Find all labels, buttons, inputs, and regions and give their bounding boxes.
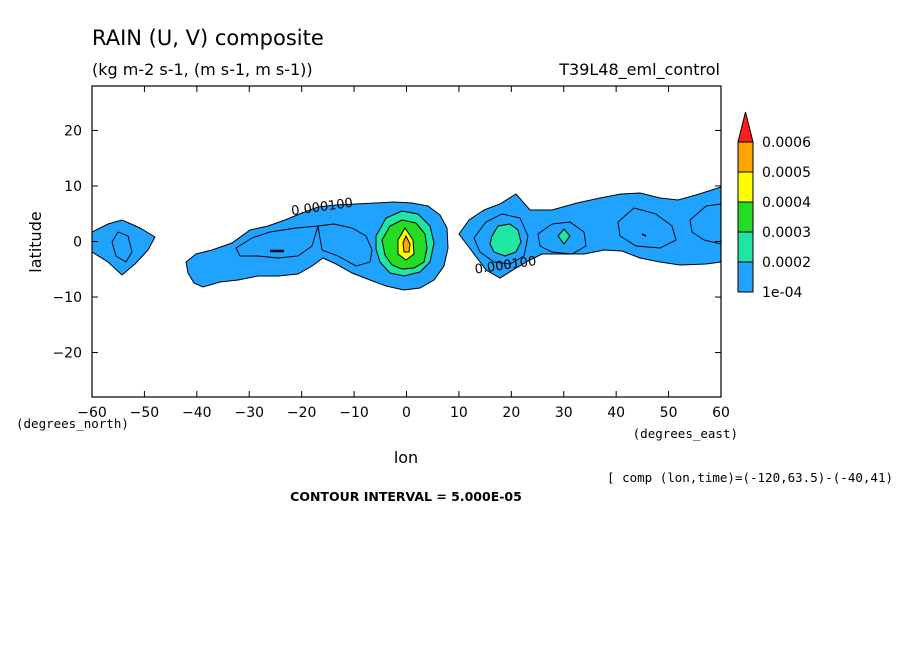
rain-region-0005-center <box>402 234 411 253</box>
x-tick-label: 0 <box>402 405 411 421</box>
y-tick-label: −20 <box>52 346 82 362</box>
experiment-label: T39L48_eml_control <box>558 60 720 80</box>
x-unit-label: (degrees_east) <box>633 426 738 441</box>
y-tick-label: 10 <box>64 179 82 195</box>
colorbar-label: 0.0004 <box>762 195 811 211</box>
colorbar-segment <box>737 261 754 293</box>
contour-line-mid <box>317 223 373 267</box>
contour-line-east-1 <box>473 213 529 265</box>
x-tick-label: 30 <box>555 405 573 421</box>
composite-info: [ comp (lon,time)=(-120,63.5)-(-40,41) <box>607 470 893 485</box>
y-unit-label: (degrees_north) <box>16 416 129 431</box>
rain-region-1e-04-west <box>92 219 156 276</box>
x-tick-label: 20 <box>502 405 520 421</box>
contour-line-east-3 <box>617 207 677 249</box>
x-axis-label: lon <box>394 448 418 467</box>
x-tick-label: −60 <box>77 405 107 421</box>
y-tick-label: −10 <box>52 290 82 306</box>
y-tick-label: 20 <box>64 123 82 139</box>
contour-line-east-4 <box>689 203 721 245</box>
colorbar-segment <box>737 201 754 233</box>
colorbar-label: 1e-04 <box>762 285 802 301</box>
rain-region-0002-east-a <box>489 223 522 257</box>
x-tick-label: −10 <box>339 405 369 421</box>
x-tick-label: 10 <box>450 405 468 421</box>
chart-title: RAIN (U, V) composite <box>92 26 324 50</box>
contour-line-central-outer <box>235 225 319 259</box>
contour-interval-label: CONTOUR INTERVAL = 5.000E-05 <box>290 489 522 504</box>
y-axis-ticks: −20 −10 0 10 20 <box>52 123 721 362</box>
x-axis-ticks: −60 −50 −40 −30 −20 −10 0 10 20 30 40 50 60 <box>77 86 730 421</box>
rain-shading <box>92 186 721 291</box>
x-tick-label: 40 <box>607 405 625 421</box>
y-axis-label: latitude <box>26 211 45 272</box>
colorbar-segment <box>737 171 754 203</box>
x-tick-label: 50 <box>660 405 678 421</box>
colorbar-label: 0.0005 <box>762 165 811 181</box>
colorbar-top-arrow <box>737 111 754 143</box>
contour-line-east-dot <box>641 233 647 237</box>
colorbar: 1e-04 0.0002 0.0003 0.0004 0.0005 0.0006 <box>737 111 811 301</box>
colorbar-label: 0.0003 <box>762 225 811 241</box>
colorbar-segment <box>737 231 754 263</box>
colorbar-label: 0.0002 <box>762 255 811 271</box>
inner-contour-lines <box>111 203 721 267</box>
colorbar-segment <box>737 141 754 173</box>
y-tick-label: 0 <box>73 235 82 251</box>
x-tick-label: −20 <box>287 405 317 421</box>
colorbar-label: 0.0006 <box>762 135 811 151</box>
x-tick-label: −40 <box>182 405 212 421</box>
x-tick-label: 60 <box>712 405 730 421</box>
chart-subtitle: (kg m-2 s-1, (m s-1, m s-1)) <box>92 60 313 79</box>
x-tick-label: −30 <box>234 405 264 421</box>
contour-line-east-2 <box>537 221 587 255</box>
x-tick-label: −50 <box>130 405 160 421</box>
rain-region-0002-east-b <box>557 228 571 245</box>
contour-line-west <box>111 231 133 263</box>
